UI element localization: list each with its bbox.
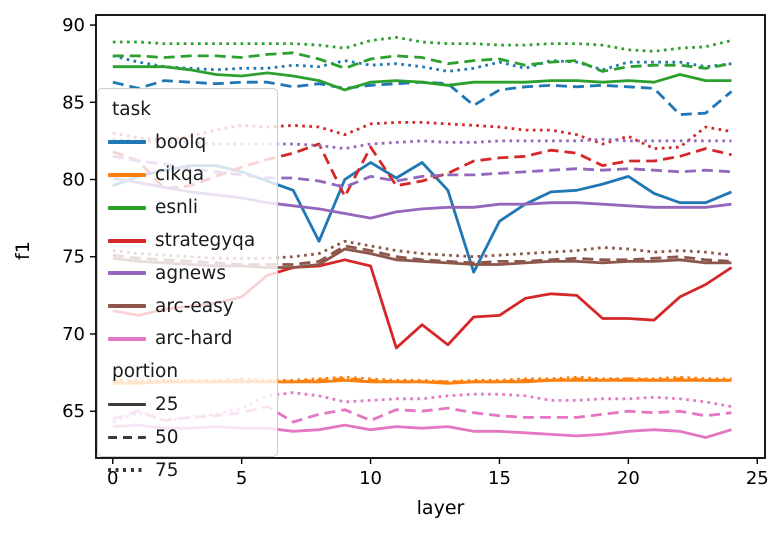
legend-item-arc-hard-label: arc-hard	[155, 328, 233, 350]
series-arc-easy-p75	[112, 239, 732, 260]
legend-item-arc-hard: arc-hard	[106, 323, 269, 356]
y-axis-label: f1	[12, 241, 34, 260]
legend-item-boolq-line-swatch	[108, 140, 146, 145]
legend-item-boolq: boolq	[106, 126, 269, 159]
legend-item-arc-hard-line-swatch	[108, 336, 146, 341]
legend-item-boolq-label: boolq	[155, 131, 207, 153]
legend-item-esnli: esnli	[106, 191, 269, 224]
legend-item-portion-25-line-swatch	[108, 402, 146, 407]
series-strategyqa-p50	[112, 142, 732, 198]
y-tick-label: 75	[62, 247, 85, 268]
legend-item-arc-easy-label: arc-easy	[155, 295, 234, 317]
y-tick-label: 65	[62, 401, 85, 422]
legend-item-cikqa: cikqa	[106, 159, 269, 192]
series-esnli-p50	[112, 51, 732, 73]
legend-title-task: task	[106, 93, 269, 126]
legend-item-strategyqa: strategyqa	[106, 224, 269, 257]
x-tick-label: 5	[236, 468, 247, 489]
legend-item-esnli-label: esnli	[155, 197, 199, 219]
x-tick-label: 10	[359, 468, 382, 489]
legend-item-portion-50-label: 50	[155, 426, 179, 448]
legend-item-portion-50: 50	[106, 421, 269, 454]
series-strategyqa-p75	[112, 121, 732, 151]
series-esnli-p25	[112, 65, 732, 92]
x-tick-label: 25	[746, 468, 769, 489]
legend-item-esnli-line-swatch	[108, 205, 146, 210]
legend-item-agnews-line-swatch	[108, 271, 146, 276]
legend-item-cikqa-line-swatch	[108, 172, 146, 177]
x-tick-label: 20	[617, 468, 640, 489]
legend-item-portion-50-line-swatch	[108, 435, 146, 440]
legend-item-portion-25: 25	[106, 388, 269, 421]
axes-box	[95, 14, 766, 459]
legend-item-arc-easy: arc-easy	[106, 290, 269, 323]
legend-item-portion-75: 75	[106, 454, 269, 487]
y-tick-label: 70	[62, 324, 85, 345]
legend-item-agnews: agnews	[106, 257, 269, 290]
y-tick-label: 90	[62, 15, 85, 36]
legend-item-portion-75-line-swatch	[108, 468, 146, 472]
legend-title-task-label: task	[112, 98, 151, 120]
legend-title-portion-label: portion	[112, 361, 179, 383]
legend-item-strategyqa-label: strategyqa	[155, 230, 256, 252]
x-tick-label: 0	[107, 468, 118, 489]
legend-item-portion-75-label: 75	[155, 459, 179, 481]
legend-item-arc-easy-line-swatch	[108, 304, 146, 309]
legend-item-cikqa-label: cikqa	[155, 164, 205, 186]
legend-title-portion: portion	[106, 355, 269, 388]
legend-item-portion-25-label: 25	[155, 394, 179, 416]
x-axis-label: layer	[416, 497, 465, 519]
legend-item-strategyqa-line-swatch	[108, 238, 146, 243]
y-tick-label: 80	[62, 170, 85, 191]
x-tick-label: 15	[488, 468, 511, 489]
legend-item-agnews-label: agnews	[155, 262, 226, 284]
y-tick-label: 85	[62, 92, 85, 113]
series-esnli-p75	[112, 36, 732, 53]
legend: task boolq cikqa esnli strategyqa agnews arc-e…	[97, 88, 278, 481]
